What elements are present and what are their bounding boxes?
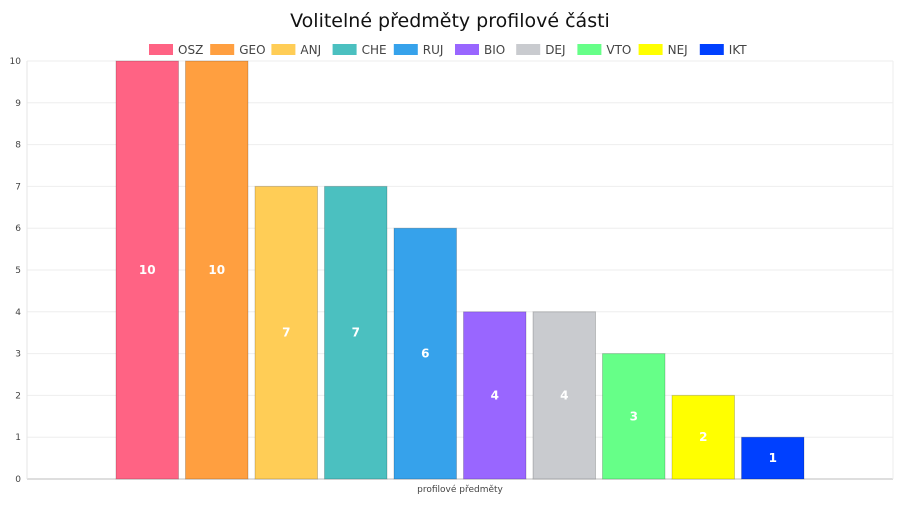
bar-value-label: 7: [282, 326, 290, 340]
legend-swatch: [149, 44, 173, 55]
bar-value-label: 3: [630, 409, 638, 423]
bar-rect: [324, 185, 388, 480]
bar-osz[interactable]: 10: [115, 60, 179, 480]
legend-swatch: [638, 44, 663, 55]
bars: 10 10 7 7 6 4 4 3 2 1: [115, 60, 805, 480]
legend-item-nej[interactable]: NEJ: [638, 43, 688, 57]
bar-rect: [463, 311, 527, 480]
legend: OSZ GEO ANJ CHE RUJ BIO DEJ VTO NEJ IKT: [149, 43, 747, 57]
y-tick-label: 9: [15, 99, 21, 109]
legend-label: RUJ: [423, 43, 444, 57]
y-tick-label: 10: [10, 57, 22, 67]
bar-value-label: 1: [769, 451, 777, 465]
legend-swatch: [577, 44, 602, 55]
legend-label: BIO: [484, 43, 505, 57]
legend-swatch: [271, 44, 296, 55]
bar-nej[interactable]: 2: [671, 394, 735, 480]
bar-value-label: 2: [699, 430, 707, 444]
legend-item-osz[interactable]: OSZ: [149, 43, 203, 57]
y-tick-label: 0: [15, 475, 21, 485]
legend-item-vto[interactable]: VTO: [577, 43, 631, 57]
bar-value-label: 6: [421, 347, 429, 361]
legend-swatch: [210, 44, 235, 55]
legend-label: ANJ: [300, 43, 321, 57]
bar-value-label: 4: [560, 388, 568, 402]
bar-ruj[interactable]: 6: [393, 227, 457, 480]
bar-vto[interactable]: 3: [602, 353, 666, 480]
legend-label: DEJ: [545, 43, 565, 57]
legend-swatch: [332, 44, 357, 55]
y-tick-label: 1: [15, 433, 21, 443]
y-tick-label: 2: [15, 391, 21, 401]
x-category-label: profilové předměty: [417, 484, 503, 495]
bar-rect: [254, 185, 318, 480]
bar-dej[interactable]: 4: [532, 311, 596, 480]
legend-item-ikt[interactable]: IKT: [699, 43, 747, 57]
chart-title: Volitelné předměty profilové části: [290, 10, 610, 32]
bar-rect: [393, 227, 457, 480]
y-axis: 0 1 2 3 4 5 6 7 8 9 10: [10, 57, 22, 485]
bar-value-label: 7: [352, 326, 360, 340]
legend-label: CHE: [362, 43, 387, 57]
y-tick-label: 5: [15, 266, 21, 276]
bar-value-label: 10: [208, 263, 225, 277]
legend-label: IKT: [729, 43, 747, 57]
legend-swatch: [516, 44, 541, 55]
legend-item-ruj[interactable]: RUJ: [393, 43, 444, 57]
y-tick-label: 4: [15, 308, 21, 318]
bar-rect: [741, 436, 805, 480]
y-tick-label: 3: [15, 350, 21, 360]
x-axis: profilové předměty: [417, 484, 503, 495]
legend-item-bio[interactable]: BIO: [455, 43, 505, 57]
legend-label: GEO: [239, 43, 265, 57]
bar-rect: [602, 353, 666, 480]
y-tick-label: 7: [15, 182, 21, 192]
bar-rect: [671, 394, 735, 480]
bar-ikt[interactable]: 1: [741, 436, 805, 480]
bar-rect: [532, 311, 596, 480]
legend-label: OSZ: [178, 43, 203, 57]
legend-item-anj[interactable]: ANJ: [271, 43, 321, 57]
bar-che[interactable]: 7: [324, 185, 388, 480]
legend-item-che[interactable]: CHE: [332, 43, 387, 57]
bar-bio[interactable]: 4: [463, 311, 527, 480]
bar-value-label: 4: [491, 388, 499, 402]
legend-swatch: [699, 44, 724, 55]
bar-anj[interactable]: 7: [254, 185, 318, 480]
legend-swatch: [393, 44, 418, 55]
legend-item-dej[interactable]: DEJ: [516, 43, 566, 57]
legend-swatch: [455, 44, 479, 55]
bar-geo[interactable]: 10: [185, 60, 249, 480]
bar-value-label: 10: [139, 263, 156, 277]
legend-item-geo[interactable]: GEO: [210, 43, 266, 57]
legend-label: VTO: [606, 43, 631, 57]
y-tick-label: 8: [15, 141, 21, 151]
bar-rect: [115, 60, 179, 480]
legend-label: NEJ: [668, 43, 688, 57]
bar-rect: [185, 60, 249, 480]
y-tick-label: 6: [15, 224, 21, 234]
